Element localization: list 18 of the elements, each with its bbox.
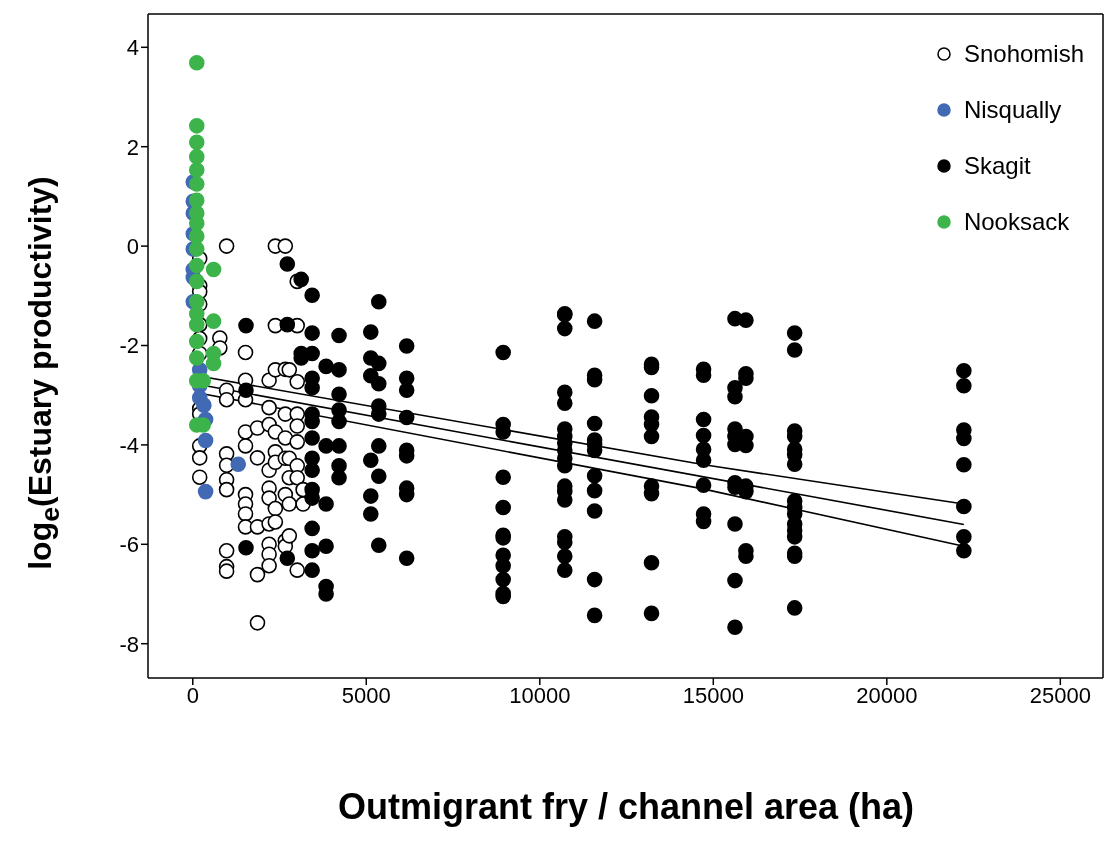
x-tick-label: 5000 [341, 682, 391, 708]
y-tick-label: 0 [126, 233, 139, 259]
y-tick-label: -2 [119, 333, 139, 359]
legend-label: Snohomish [963, 40, 1084, 68]
legend-label: Nooksack [963, 208, 1070, 236]
x-tick-label: 10000 [509, 682, 571, 708]
x-tick-label: 0 [186, 682, 199, 708]
y-tick-label: 2 [126, 134, 139, 160]
legend-label: Skagit [963, 152, 1031, 180]
x-tick-label: 25000 [1029, 682, 1091, 708]
y-tick-label: -8 [119, 631, 139, 657]
y-tick-label: -4 [119, 432, 139, 458]
y-tick-label: -6 [119, 532, 139, 558]
x-axis-title: Outmigrant fry / channel area (ha) [336, 786, 916, 828]
x-tick-label: 15000 [682, 682, 744, 708]
y-tick-label: 4 [126, 35, 139, 61]
x-tick-label: 20000 [856, 682, 918, 708]
legend-label: Nisqually [963, 96, 1062, 124]
